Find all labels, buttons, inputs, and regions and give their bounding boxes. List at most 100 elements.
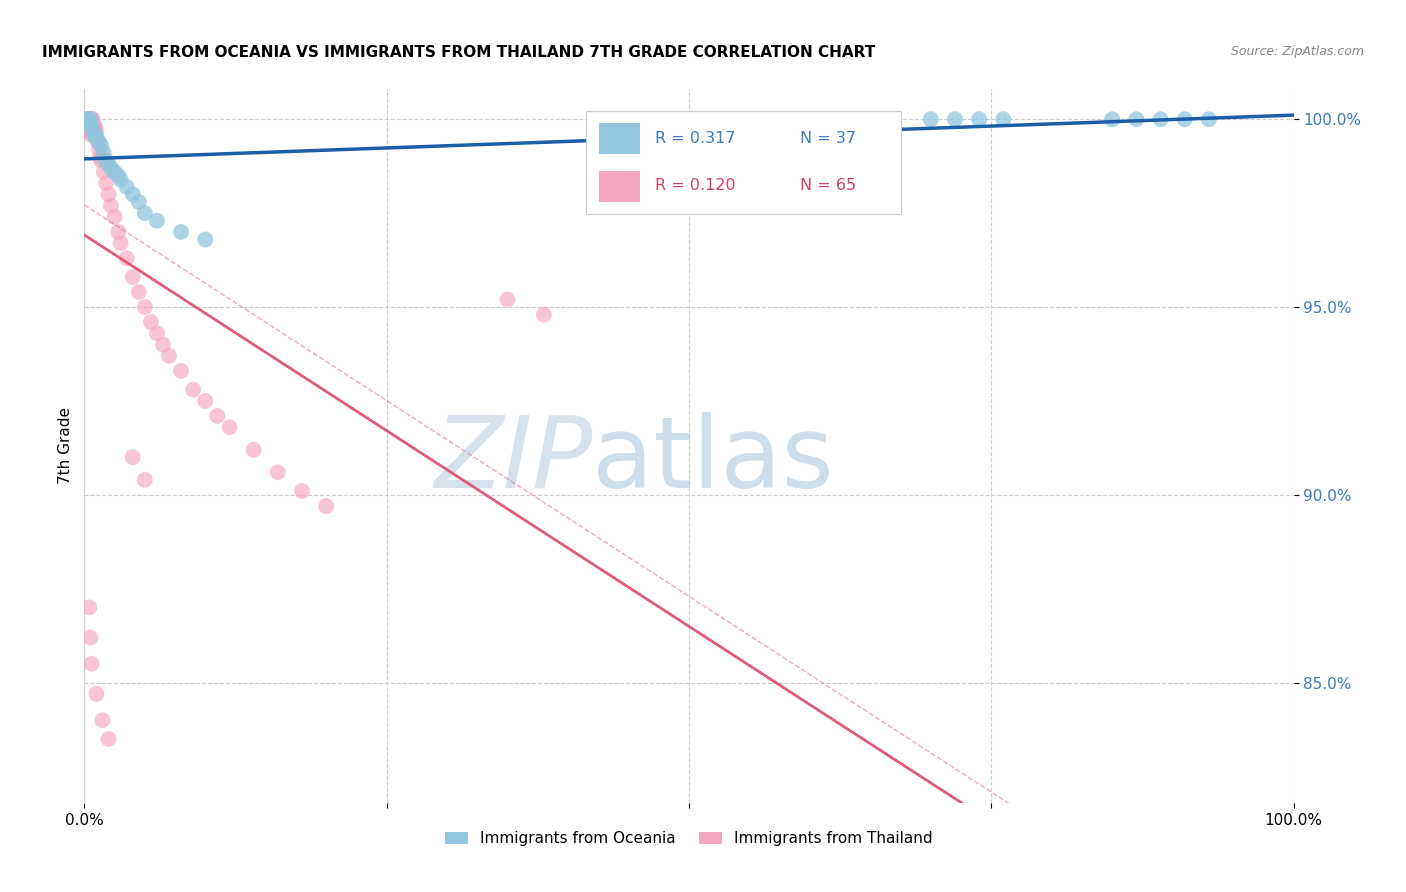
Point [134,473,156,487]
Point [79,116,101,130]
Point [82,123,104,137]
Point [194,393,217,408]
Point [86,135,108,149]
Point [79,631,101,645]
Point [207,409,229,423]
Point [181,383,204,397]
Point [87,135,110,149]
Point [75,112,97,127]
Point [121,270,143,285]
Legend: Immigrants from Oceania, Immigrants from Thailand: Immigrants from Oceania, Immigrants from… [439,825,939,852]
Point [242,442,264,457]
Point [1174,112,1197,127]
Point [97,157,120,171]
Point [121,450,143,465]
Text: ZIP: ZIP [434,412,592,508]
Point [315,499,337,513]
Point [76,120,98,134]
Point [107,169,129,183]
Text: Source: ZipAtlas.com: Source: ZipAtlas.com [1230,45,1364,58]
Point [75,116,97,130]
Point [77,120,100,134]
Point [83,120,105,134]
Point [128,194,150,209]
Point [267,465,290,479]
Point [86,123,108,137]
Point [107,225,129,239]
Point [77,123,100,137]
Point [100,161,122,175]
Text: atlas: atlas [592,412,834,508]
Point [82,112,104,127]
Point [94,153,117,168]
Point [83,128,105,142]
Point [84,128,107,142]
Point [79,128,101,142]
Point [76,112,98,127]
Point [1125,112,1147,127]
Point [1149,112,1171,127]
Point [93,146,115,161]
Point [218,420,240,434]
Point [993,112,1015,127]
Point [291,484,314,499]
Point [97,731,120,746]
Point [100,199,122,213]
Point [84,128,107,142]
Point [84,120,107,134]
Point [79,116,101,130]
Point [77,116,100,130]
Point [1198,112,1220,127]
Point [194,232,217,246]
Point [134,300,156,314]
Point [115,251,138,265]
Point [80,657,103,671]
Point [82,120,104,134]
Point [77,112,100,127]
Point [90,138,112,153]
Point [967,112,990,127]
Point [79,112,101,127]
Point [86,687,108,701]
Point [86,131,108,145]
Point [80,112,103,127]
Point [134,206,156,220]
Point [146,213,169,227]
Y-axis label: 7th Grade: 7th Grade [58,408,73,484]
Point [87,142,110,156]
Point [89,150,111,164]
Point [146,326,169,341]
Point [77,116,100,130]
Point [93,165,115,179]
Text: IMMIGRANTS FROM OCEANIA VS IMMIGRANTS FROM THAILAND 7TH GRADE CORRELATION CHART: IMMIGRANTS FROM OCEANIA VS IMMIGRANTS FR… [42,45,876,60]
Point [90,153,112,168]
Point [76,116,98,130]
Point [1101,112,1123,127]
Point [943,112,966,127]
Point [91,713,114,727]
Point [533,308,555,322]
Point [86,131,108,145]
Point [82,128,104,142]
Point [77,600,100,615]
Point [77,112,100,127]
Point [77,123,100,137]
Point [75,112,97,127]
Point [77,112,100,127]
Point [115,179,138,194]
Point [80,120,103,134]
Point [139,315,162,329]
Point [80,120,103,134]
Point [76,112,98,127]
Point [97,187,120,202]
Point [170,364,193,378]
Point [79,112,101,127]
Point [104,210,127,224]
Point [121,187,143,202]
Point [79,123,101,137]
Point [104,165,127,179]
Point [83,123,105,137]
Point [157,349,180,363]
Point [170,225,193,239]
Point [77,112,100,127]
